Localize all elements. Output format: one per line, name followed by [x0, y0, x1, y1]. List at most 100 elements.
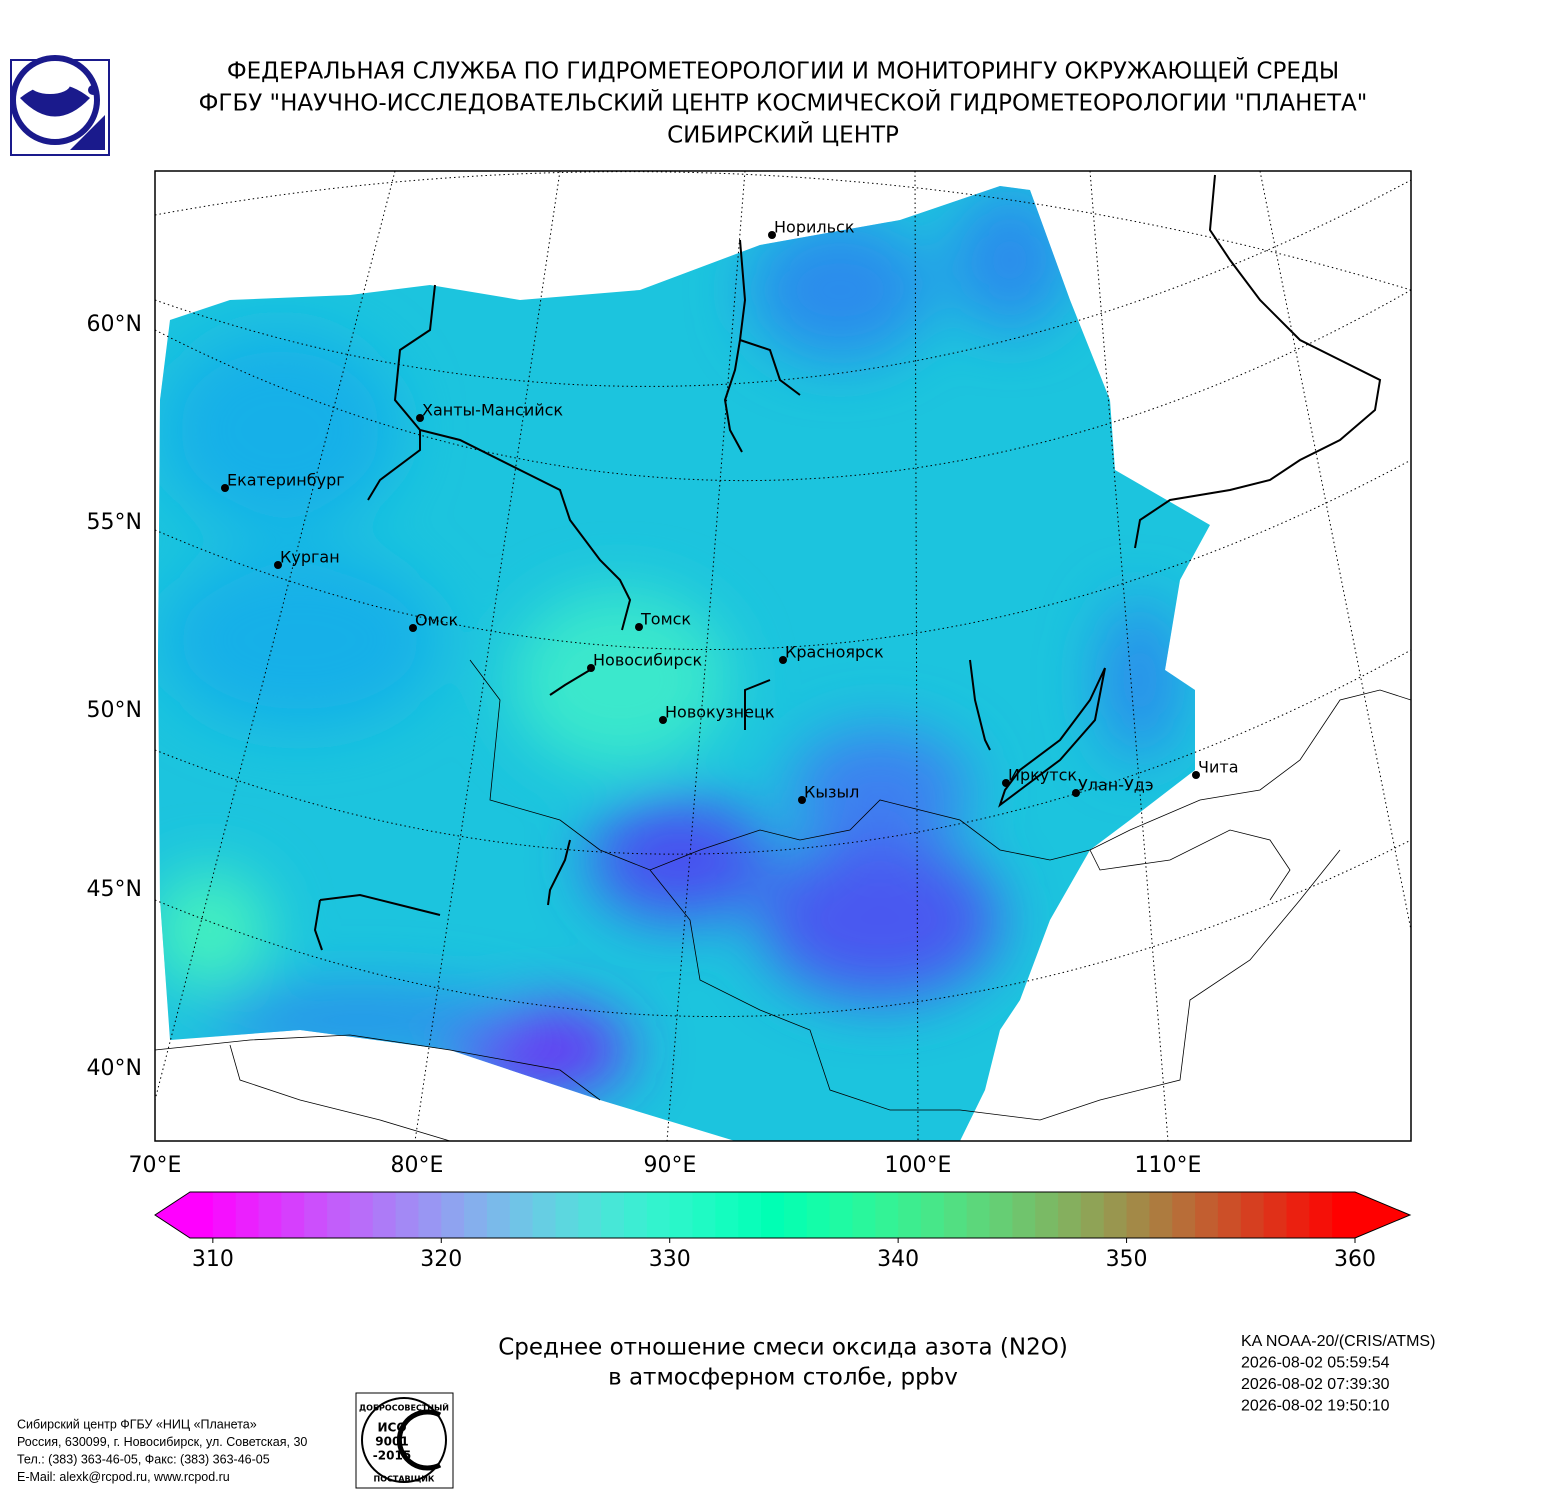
header-line: ФЕДЕРАЛЬНАЯ СЛУЖБА ПО ГИДРОМЕТЕОРОЛОГИИ …: [227, 57, 1339, 85]
colorbar-segment: [1149, 1192, 1173, 1238]
colorbar-segment: [875, 1192, 899, 1238]
colorbar-segment: [281, 1192, 305, 1238]
colorbar-segment: [235, 1192, 260, 1238]
colorbar-segment: [464, 1192, 488, 1238]
colorbar-segment: [806, 1192, 831, 1238]
colorbar-tick-label: 310: [192, 1247, 234, 1272]
city-label: Кызыл: [804, 783, 859, 802]
colorbar-segment: [761, 1192, 785, 1238]
iso-logo: [355, 1392, 454, 1489]
colorbar-tick-label: 350: [1106, 1247, 1148, 1272]
colorbar-segment: [692, 1192, 716, 1238]
city-label: Томск: [640, 610, 691, 629]
header-line: СИБИРСКИЙ ЦЕНТР: [667, 121, 899, 149]
colorbar-segment: [646, 1192, 671, 1238]
colorbar-extend-low: [155, 1192, 190, 1238]
city-marker: [779, 656, 787, 664]
lon-label: 80°E: [391, 1153, 444, 1178]
city-label: Красноярск: [785, 643, 884, 662]
header-line: ФГБУ "НАУЧНО-ИССЛЕДОВАТЕЛЬСКИЙ ЦЕНТР КОС…: [199, 89, 1368, 117]
colorbar-segment: [418, 1192, 442, 1238]
footer-line: E-Mail: alexk@rcpod.ru, www.rcpod.ru: [17, 1470, 230, 1484]
city-label: Чита: [1198, 758, 1239, 777]
colorbar-segment: [1058, 1192, 1082, 1238]
colorbar-segment: [989, 1192, 1013, 1238]
city-marker: [221, 484, 229, 492]
colorbar-segment: [555, 1192, 579, 1238]
caption: Среднее отношение смеси оксида азота (N2…: [498, 1335, 1068, 1361]
colorbar-segment: [1035, 1192, 1059, 1238]
city-marker: [1192, 771, 1200, 779]
city-label: Омск: [415, 611, 458, 630]
colorbar-segment: [327, 1192, 351, 1238]
satellite-info: 2026-08-02 05:59:54: [1241, 1355, 1390, 1372]
city-marker: [1002, 779, 1010, 787]
colorbar-segment: [783, 1192, 808, 1238]
city-label: Норильск: [774, 218, 855, 237]
colorbar-extend-high: [1355, 1192, 1410, 1238]
colorbar-segment: [1240, 1192, 1265, 1238]
colorbar-segment: [258, 1192, 282, 1238]
colorbar-segment: [669, 1192, 694, 1238]
colorbar-segment: [486, 1192, 511, 1238]
colorbar-segment: [920, 1192, 945, 1238]
lat-label: 45°N: [87, 877, 142, 902]
iso-text: 9001: [375, 1435, 408, 1449]
colorbar-segment: [1195, 1192, 1219, 1238]
footer-line: Сибирский центр ФГБУ «НИЦ «Планета»: [17, 1417, 257, 1431]
city-label: Ханты-Мансийск: [422, 401, 563, 420]
colorbar-segment: [532, 1192, 557, 1238]
iso-text: -2015: [373, 1449, 411, 1463]
colorbar-tick-label: 340: [877, 1247, 919, 1272]
colorbar-segment: [441, 1192, 465, 1238]
caption: в атмосферном столбе, ppbv: [608, 1365, 958, 1391]
colorbar-segment: [624, 1192, 648, 1238]
colorbar-segment: [1286, 1192, 1310, 1238]
rivers: [313, 174, 1382, 951]
colorbar-segment: [372, 1192, 397, 1238]
city-label: Курган: [280, 548, 340, 567]
colorbar-segment: [509, 1192, 534, 1238]
city-marker: [659, 716, 667, 724]
colorbar-segment: [1080, 1192, 1105, 1238]
city-label: Новосибирск: [593, 651, 702, 670]
colorbar-segment: [1217, 1192, 1242, 1238]
lat-label: 55°N: [87, 510, 142, 535]
colorbar-segment: [1172, 1192, 1196, 1238]
city-marker: [798, 796, 806, 804]
colorbar-segment: [190, 1192, 214, 1238]
satellite-info: 2026-08-02 19:50:10: [1241, 1398, 1390, 1415]
iso-text: ПОСТАВЩИК: [374, 1475, 435, 1484]
colorbar-segment: [715, 1192, 739, 1238]
lon-label: 90°E: [644, 1153, 697, 1178]
city-marker: [635, 623, 643, 631]
colorbar-segment: [304, 1192, 328, 1238]
footer-line: Тел.: (383) 363-46-05, Факс: (383) 363-4…: [17, 1452, 270, 1466]
colorbar-segment: [738, 1192, 762, 1238]
city-marker: [768, 231, 776, 239]
iso-text: ИСО: [377, 1421, 406, 1435]
borders: [155, 659, 1411, 1141]
graticule: [155, 171, 1411, 1141]
colorbar-segment: [943, 1192, 968, 1238]
lon-label: 70°E: [129, 1153, 182, 1178]
city-label: Улан-Удэ: [1078, 776, 1154, 795]
colorbar-segment: [1012, 1192, 1036, 1238]
colorbar-segment: [829, 1192, 854, 1238]
city-label: Новокузнецк: [665, 703, 775, 722]
city-label: Иркутск: [1008, 766, 1077, 785]
colorbar-segment: [1263, 1192, 1288, 1238]
colorbar-segment: [578, 1192, 602, 1238]
footer-line: Россия, 630099, г. Новосибирск, ул. Сове…: [17, 1435, 307, 1449]
colorbar-segment: [212, 1192, 237, 1238]
map-frame: [154, 170, 1412, 1142]
colorbar-segment: [966, 1192, 991, 1238]
lon-label: 110°E: [1135, 1153, 1202, 1178]
lat-label: 60°N: [87, 312, 142, 337]
colorbar-tick-label: 360: [1334, 1247, 1376, 1272]
colorbar-segment: [349, 1192, 374, 1238]
colorbar-segment: [395, 1192, 420, 1238]
colorbar-segment: [1332, 1192, 1356, 1238]
